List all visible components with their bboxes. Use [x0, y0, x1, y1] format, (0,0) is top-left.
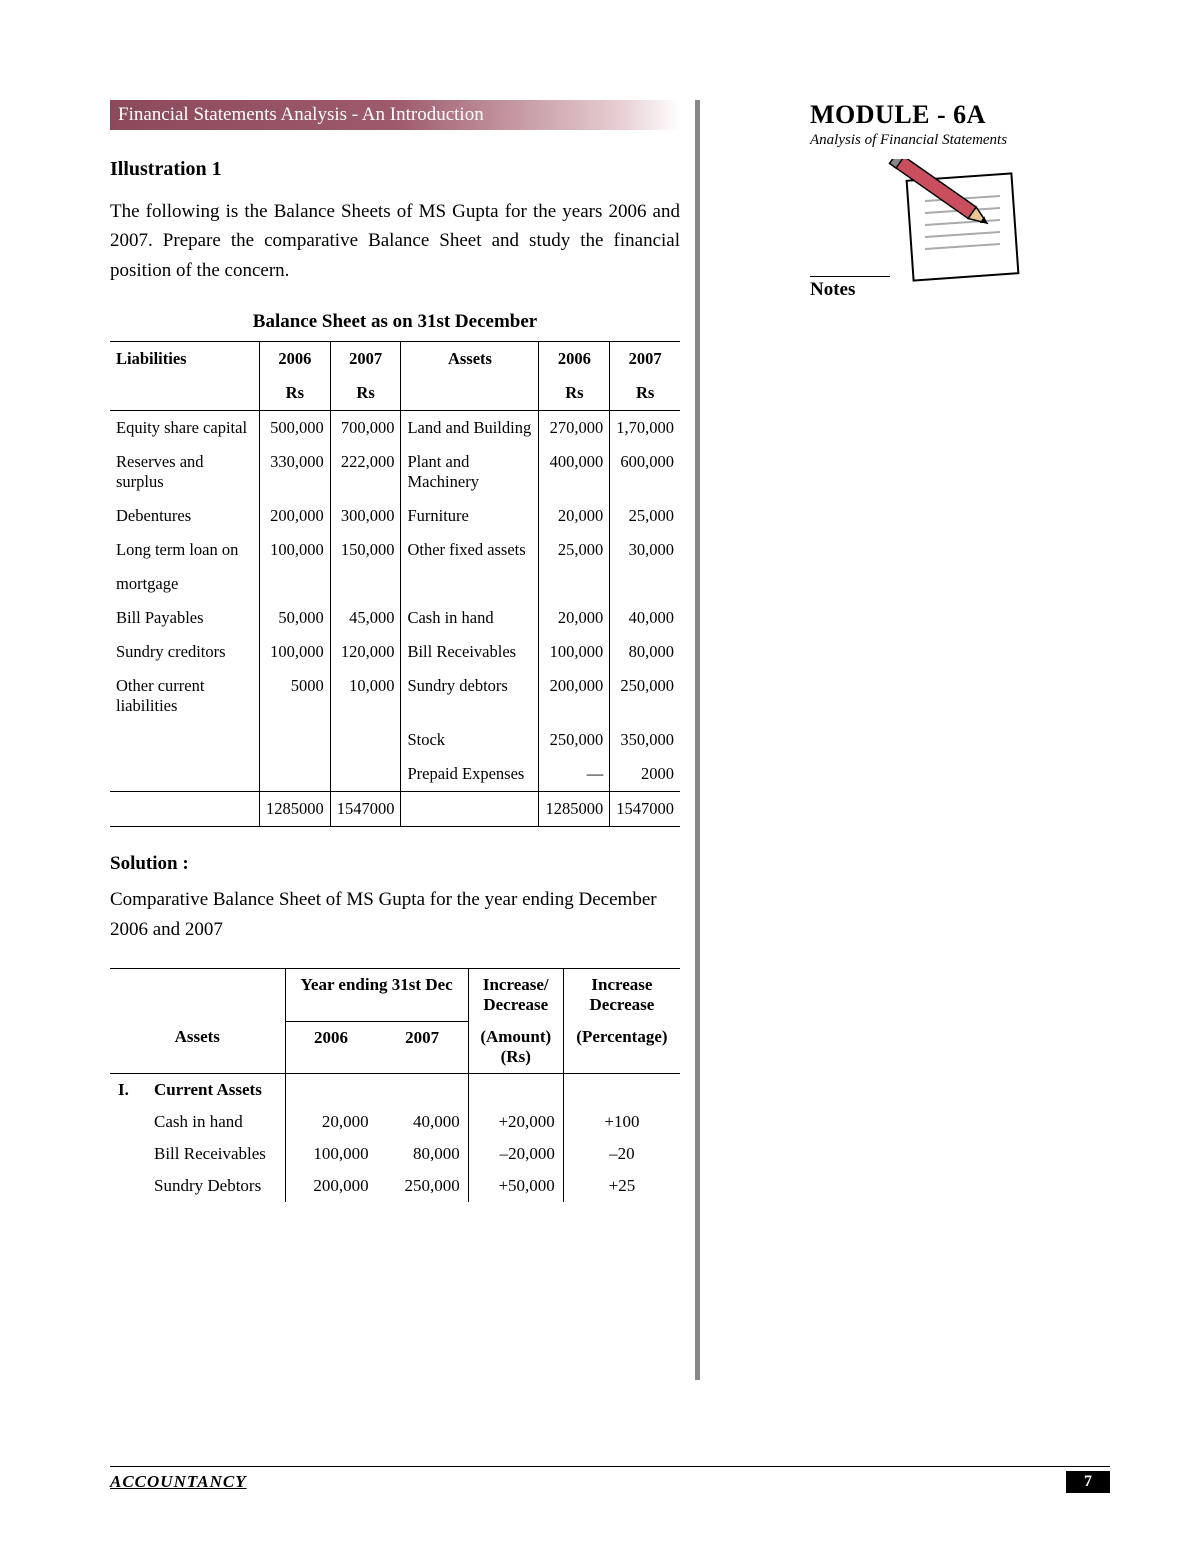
th-rs: Rs — [539, 376, 610, 411]
page-number: 7 — [1066, 1471, 1110, 1493]
th-rs: Rs — [330, 376, 401, 411]
module-subtitle: Analysis of Financial Statements — [810, 132, 1110, 149]
th-rs: Rs — [259, 376, 330, 411]
th-percentage: (Percentage) — [563, 1021, 680, 1074]
table-row: Debentures200,000300,000Furniture20,0002… — [110, 499, 680, 533]
table-row: Sundry creditors100,000120,000Bill Recei… — [110, 635, 680, 669]
comparative-table: Year ending 31st Dec Increase/Decrease I… — [110, 968, 680, 1202]
balance-sheet-title: Balance Sheet as on 31st December — [110, 311, 680, 333]
table-row: Bill Receivables100,00080,000–20,000–20 — [110, 1138, 680, 1170]
module-title: MODULE - 6A — [810, 100, 1110, 130]
illustration-text: The following is the Balance Sheets of M… — [110, 197, 680, 285]
table-row: Sundry Debtors200,000250,000+50,000+25 — [110, 1170, 680, 1202]
table-row: Cash in hand20,00040,000+20,000+100 — [110, 1106, 680, 1138]
th-assets: Assets — [401, 342, 539, 377]
th-increase-decrease: Increase/Decrease — [468, 969, 563, 1022]
th-increase-decrease-pct: IncreaseDecrease — [563, 969, 680, 1022]
page-footer: ACCOUNTANCY 7 — [110, 1466, 1110, 1493]
solution-label: Solution : — [110, 853, 680, 875]
th-2006-a: 2006 — [539, 342, 610, 377]
th-year-ending: Year ending 31st Dec — [285, 969, 468, 1022]
th-2007-a: 2007 — [610, 342, 680, 377]
th-rs: Rs — [610, 376, 680, 411]
th-amount: (Amount)(Rs) — [468, 1021, 563, 1074]
balance-sheet-table: Liabilities 2006 2007 Assets 2006 2007 R… — [110, 341, 680, 827]
table-row: mortgage — [110, 567, 680, 601]
table-row: Prepaid Expenses—2000 — [110, 757, 680, 792]
solution-text: Comparative Balance Sheet of MS Gupta fo… — [110, 885, 680, 944]
th-assets-label: Assets — [110, 1021, 285, 1074]
th-2007: 2007 — [330, 342, 401, 377]
th-2006: 2006 — [259, 342, 330, 377]
th-2007: 2007 — [377, 1021, 469, 1074]
table-row: Reserves and surplus330,000222,000Plant … — [110, 445, 680, 499]
section-label: Current Assets — [146, 1074, 285, 1107]
th-2006: 2006 — [285, 1021, 377, 1074]
table-row: Other current liabilities500010,000Sundr… — [110, 669, 680, 723]
table-row: Bill Payables50,00045,000Cash in hand20,… — [110, 601, 680, 635]
footer-title: ACCOUNTANCY — [110, 1472, 247, 1492]
vertical-divider — [695, 100, 700, 1380]
section-num: I. — [110, 1074, 146, 1107]
illustration-label: Illustration 1 — [110, 158, 680, 181]
th-liabilities: Liabilities — [110, 342, 259, 377]
pencil-paper-icon — [870, 159, 1110, 294]
table-row: Equity share capital500,000700,000Land a… — [110, 411, 680, 446]
totals-row: 1285000154700012850001547000 — [110, 792, 680, 827]
table-row: Stock250,000350,000 — [110, 723, 680, 757]
chapter-banner: Financial Statements Analysis - An Intro… — [110, 100, 680, 130]
table-row: Long term loan on100,000150,000Other fix… — [110, 533, 680, 567]
